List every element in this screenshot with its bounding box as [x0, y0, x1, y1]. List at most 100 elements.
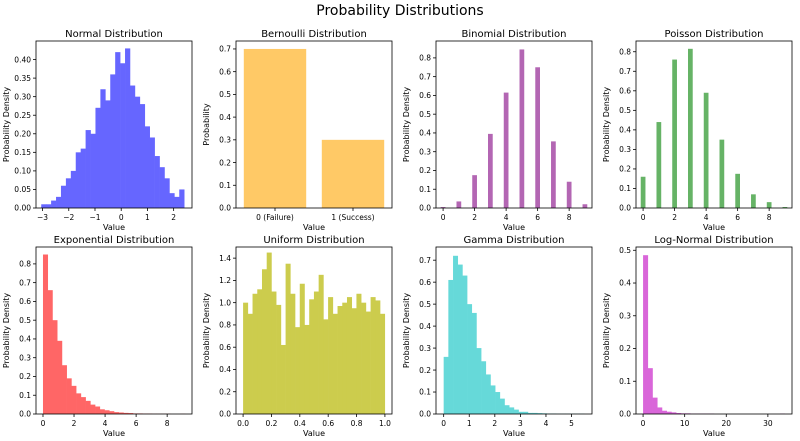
- y-tick-label: 0.0: [219, 204, 231, 213]
- bar: [527, 412, 533, 414]
- chart-exponential: 0 2 4 6 8 0.0 0.1 0.2 0.3 0.4 0.5 0.6 0.7 0.8 Exponent…: [2, 235, 193, 438]
- bar: [159, 167, 165, 208]
- y-axis-label: Probability Density: [402, 87, 411, 163]
- y-tick-label: 0.10: [14, 167, 31, 176]
- bar: [95, 107, 101, 208]
- bar: [174, 196, 180, 208]
- bar: [676, 413, 682, 414]
- x-tick-label: 2: [171, 213, 176, 222]
- bar: [85, 130, 91, 208]
- x-tick-label: 30: [763, 419, 773, 428]
- x-axis-label: Value: [303, 223, 325, 232]
- bar: [719, 139, 725, 208]
- y-tick-label: 0.7: [219, 45, 231, 54]
- bar: [120, 63, 126, 209]
- bar: [318, 274, 324, 414]
- bar: [179, 189, 185, 208]
- bar: [735, 173, 740, 208]
- bar: [309, 299, 315, 414]
- y-tick-label: 0.7: [419, 256, 431, 265]
- y-tick-label: 0.1: [419, 388, 431, 397]
- bar: [504, 405, 510, 414]
- plot-frame: [635, 40, 793, 209]
- bar: [139, 104, 146, 208]
- y-tick-label: 0.5: [219, 90, 231, 99]
- bar: [271, 291, 277, 414]
- y-tick-label: 0.00: [14, 204, 31, 213]
- y-tick-label: 0.40: [14, 55, 31, 64]
- bar: [509, 407, 515, 414]
- x-tick-label: 6: [134, 419, 139, 428]
- y-tick-label: 0.5: [419, 300, 431, 309]
- bar: [766, 202, 772, 208]
- x-tick-label: 8: [567, 213, 572, 222]
- x-axis-label: Value: [703, 429, 725, 438]
- x-tick-label: 1: [145, 213, 150, 222]
- bar: [661, 410, 667, 414]
- y-tick-label: 1.4: [219, 254, 231, 263]
- bar: [61, 365, 67, 414]
- bar: [280, 344, 286, 414]
- bar: [485, 374, 491, 414]
- bar: [47, 290, 53, 414]
- bar: [518, 411, 524, 414]
- x-tick-label: 0: [641, 213, 646, 222]
- bar: [657, 407, 663, 414]
- bar: [115, 52, 121, 208]
- bar: [169, 193, 175, 208]
- x-tick-label: 0: [441, 213, 446, 222]
- chart-title: Normal Distribution: [65, 29, 163, 40]
- bar: [472, 175, 477, 208]
- bar: [57, 340, 63, 414]
- x-tick-label: 20: [721, 419, 731, 428]
- bar: [46, 204, 52, 208]
- x-tick-label: 0.0: [237, 419, 249, 428]
- x-tick-label: 2: [492, 419, 497, 428]
- y-tick-label: 0.3: [419, 344, 431, 353]
- y-tick-label: 0.7: [19, 278, 31, 287]
- chart-title: Log-Normal Distribution: [654, 235, 773, 246]
- y-tick-label: 0.5: [619, 246, 631, 255]
- bar: [65, 178, 72, 208]
- x-tick-label: 4: [504, 213, 509, 222]
- bar: [100, 89, 106, 208]
- y-tick-label: 0.05: [14, 185, 31, 194]
- y-tick-label: 1.2: [219, 276, 231, 285]
- bar: [467, 304, 473, 414]
- bar: [551, 141, 556, 208]
- chart-title: Bernoulli Distribution: [261, 29, 367, 40]
- bar: [332, 313, 338, 414]
- y-axis-label: Probability: [202, 103, 211, 146]
- bar: [247, 313, 253, 414]
- y-tick-label: 0.6: [619, 87, 631, 96]
- bar: [105, 100, 111, 208]
- bar: [266, 252, 272, 414]
- x-axis-label: Value: [103, 223, 125, 232]
- chart-uniform: 0.0 0.2 0.4 0.6 0.8 1.0 0.0 0.2 0.4 0.6 0.8 1.0 1.2 1…: [202, 235, 393, 438]
- y-tick-label: 0.3: [619, 311, 631, 320]
- bar: [652, 397, 658, 414]
- y-tick-label: 0.0: [19, 410, 31, 419]
- bar: [56, 196, 62, 208]
- bar: [60, 185, 67, 208]
- bar: [380, 313, 386, 414]
- y-tick-label: 0.8: [619, 47, 631, 56]
- x-axis-label: Value: [503, 223, 525, 232]
- bar: [80, 397, 86, 414]
- x-tick-label: 6: [535, 213, 540, 222]
- y-tick-label: 0.8: [219, 321, 231, 330]
- y-tick-label: 0.1: [419, 185, 431, 194]
- plot-frame: [635, 246, 793, 415]
- bars: [42, 254, 186, 414]
- x-tick-label: 6: [735, 213, 740, 222]
- y-tick-label: 0.3: [619, 145, 631, 154]
- y-tick-label: 0.6: [219, 343, 231, 352]
- bar: [125, 48, 131, 208]
- bar: [488, 133, 493, 208]
- bar: [361, 302, 367, 414]
- bar: [476, 348, 482, 414]
- bar: [532, 412, 538, 414]
- bar: [456, 201, 462, 208]
- y-tick-label: 0.8: [419, 54, 431, 63]
- x-axis-label: Value: [103, 429, 125, 438]
